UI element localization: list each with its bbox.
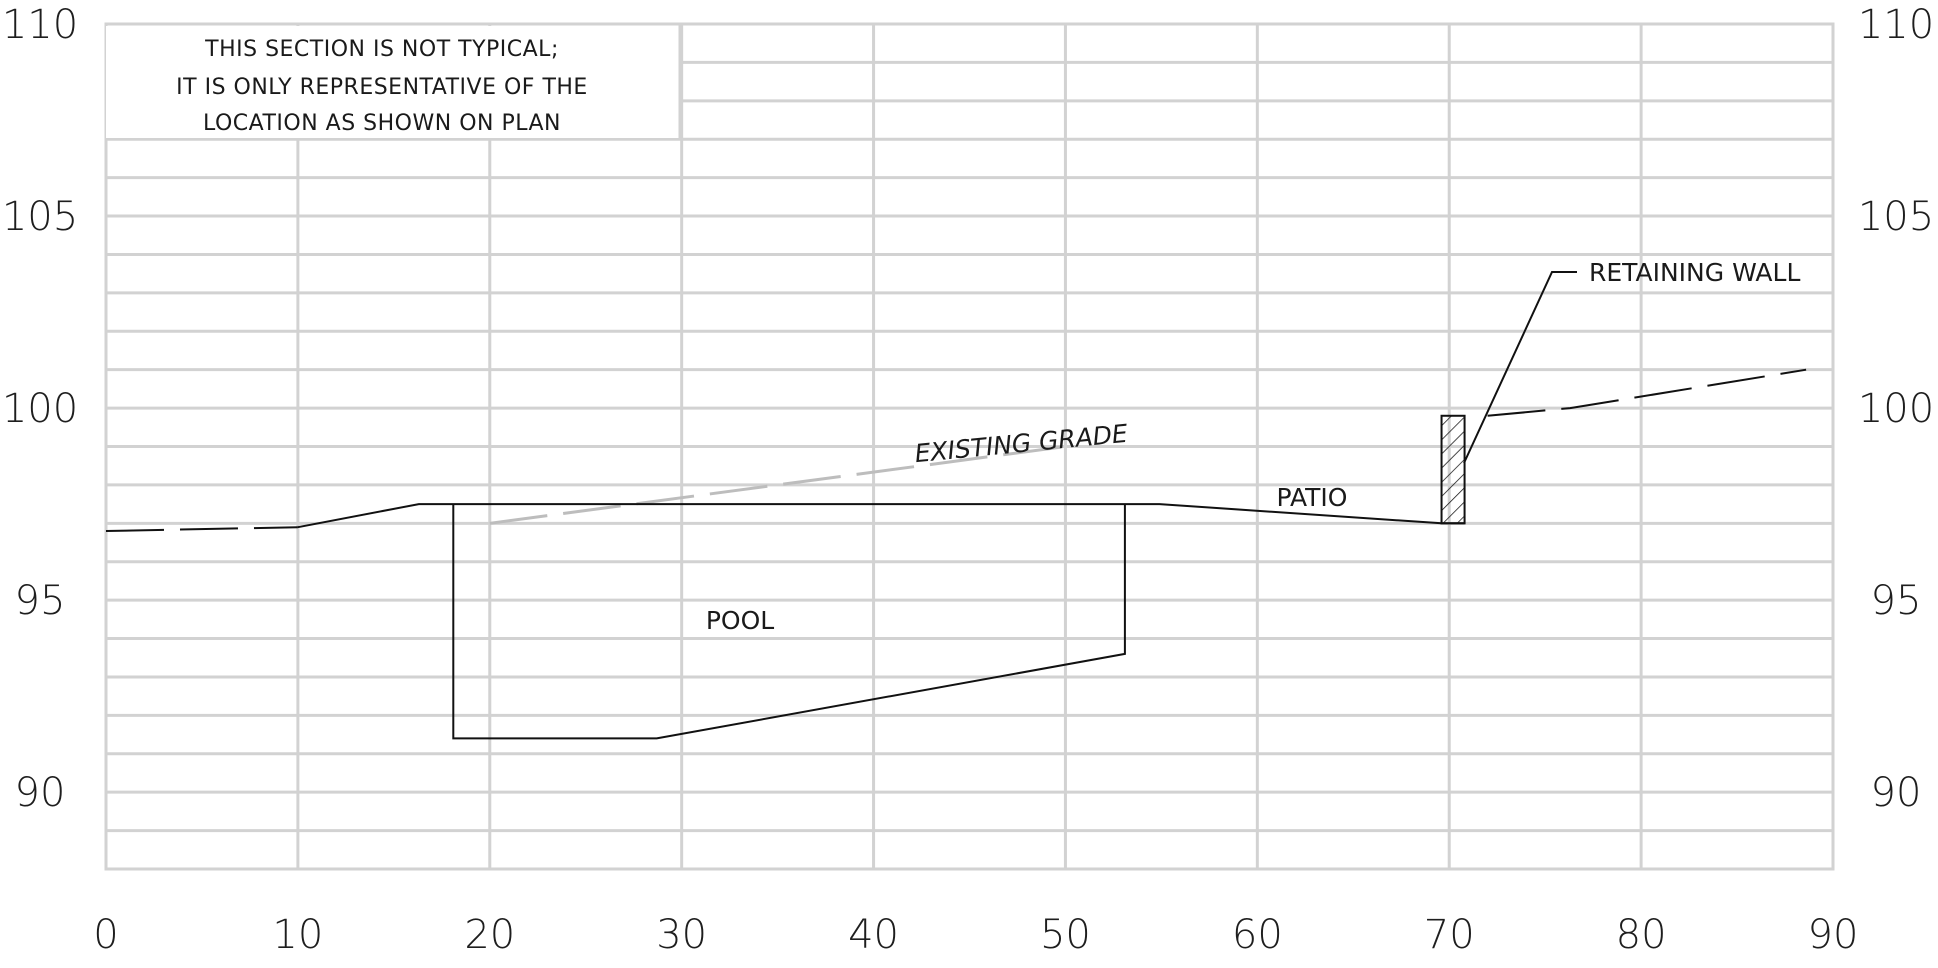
y-tick-label-right: 105 (1858, 194, 1934, 240)
note-mask (106, 26, 679, 138)
note-line-3: LOCATION AS SHOWN ON PLAN (203, 111, 561, 136)
retaining-wall-label: RETAINING WALL (1589, 258, 1800, 287)
y-tick-label-left: 95 (15, 578, 66, 624)
x-tick-label: 70 (1424, 912, 1475, 958)
pool-outline (452, 504, 1126, 740)
x-tick-label: 0 (93, 912, 118, 958)
x-tick-label: 80 (1616, 912, 1667, 958)
section-note: THIS SECTION IS NOT TYPICAL; IT IS ONLY … (106, 24, 682, 138)
retaining-wall (1440, 414, 1466, 525)
y-tick-label-left: 105 (2, 194, 78, 240)
existing-grade-line (105, 368, 1807, 532)
y-tick-label-right: 100 (1858, 386, 1934, 432)
y-tick-label-right: 90 (1871, 770, 1922, 816)
y-tick-label-left: 110 (2, 2, 78, 48)
existing-grade-ghost-line (489, 445, 1066, 525)
y-axis-left: 110 105 100 95 90 (2, 2, 78, 816)
grid (104, 22, 1835, 871)
note-line-2: IT IS ONLY REPRESENTATIVE OF THE (176, 75, 588, 100)
x-tick-label: 90 (1808, 912, 1859, 958)
y-tick-label-left: 90 (15, 770, 66, 816)
grid-border (104, 22, 1835, 871)
y-tick-label-right: 110 (1858, 2, 1934, 48)
x-tick-label: 10 (272, 912, 323, 958)
note-line-1: THIS SECTION IS NOT TYPICAL; (204, 37, 559, 62)
x-tick-label: 40 (848, 912, 899, 958)
retaining-wall-leader (1463, 271, 1577, 464)
x-tick-label: 30 (656, 912, 707, 958)
x-axis: 0 10 20 30 40 50 60 70 80 90 (93, 912, 1858, 958)
y-tick-label-left: 100 (2, 386, 78, 432)
pool-label: POOL (706, 606, 774, 635)
existing-grade-label: EXISTING GRADE (913, 419, 1129, 468)
x-tick-label: 50 (1040, 912, 1091, 958)
y-tick-label-right: 95 (1871, 578, 1922, 624)
x-tick-label: 60 (1232, 912, 1283, 958)
y-axis-right: 110 105 100 95 90 (1858, 2, 1934, 816)
x-tick-label: 20 (464, 912, 515, 958)
patio-label: PATIO (1277, 483, 1348, 512)
